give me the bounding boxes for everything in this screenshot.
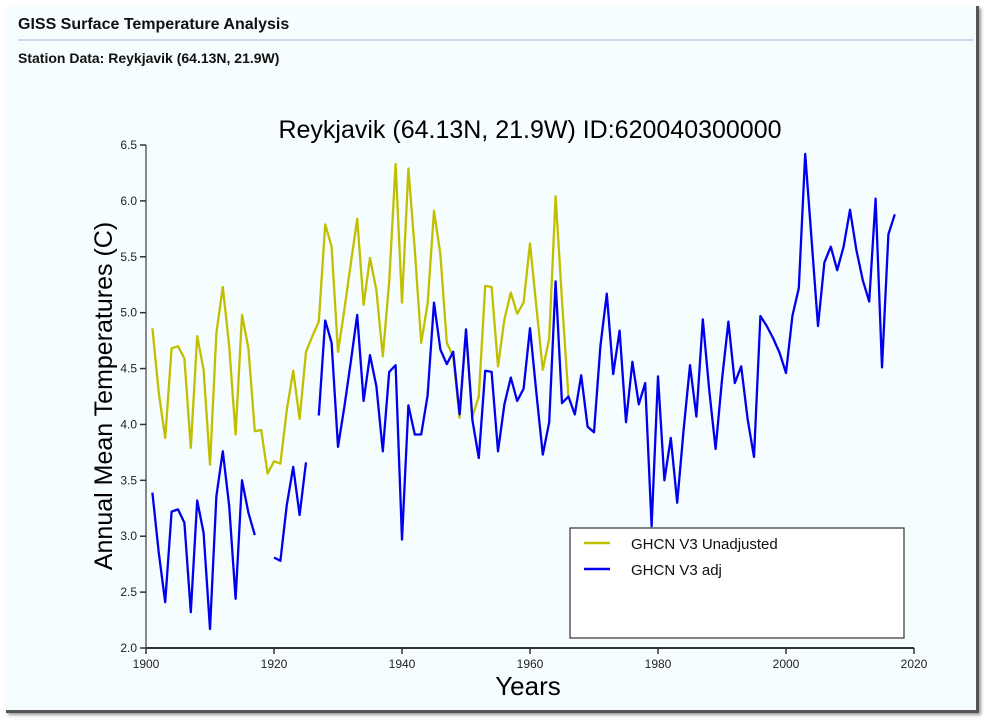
y-tick-label: 4.5 [120, 362, 137, 376]
x-tick-label: 2000 [773, 657, 800, 671]
legend-label-adjusted: GHCN V3 adj [631, 562, 722, 579]
legend-label-unadjusted: GHCN V3 Unadjusted [631, 536, 778, 553]
y-tick-label: 2.0 [120, 641, 137, 655]
x-tick-label: 1960 [517, 657, 544, 671]
legend-box [569, 527, 905, 639]
y-tick-label: 6.0 [120, 194, 137, 208]
x-tick-label: 2020 [901, 657, 928, 671]
y-tick-label: 2.5 [120, 585, 137, 599]
x-axis-label: Years [495, 671, 561, 701]
station-subtitle: Station Data: Reykjavik (64.13N, 21.9W) [18, 50, 280, 66]
series-line-unadjusted [151, 162, 570, 475]
chart-title: Reykjavik (64.13N, 21.9W) ID:62004030000… [278, 116, 781, 144]
x-tick-label: 1940 [389, 657, 416, 671]
y-tick-label: 3.0 [120, 529, 137, 543]
y-tick-label: 5.5 [120, 250, 137, 264]
page-title: GISS Surface Temperature Analysis [18, 16, 290, 33]
y-tick-label: 4.0 [120, 417, 137, 431]
x-tick-label: 1920 [261, 657, 288, 671]
legend: GHCN V3 Unadjusted GHCN V3 adj [569, 527, 905, 639]
title-divider [18, 39, 973, 41]
y-axis-label: Annual Mean Temperatures (C) [90, 222, 118, 570]
y-tick-label: 6.5 [120, 138, 137, 152]
x-tick-label: 1900 [133, 657, 160, 671]
y-tick-label: 3.5 [120, 473, 137, 487]
y-tick-label: 5.0 [120, 306, 137, 320]
x-tick-label: 1980 [645, 657, 672, 671]
